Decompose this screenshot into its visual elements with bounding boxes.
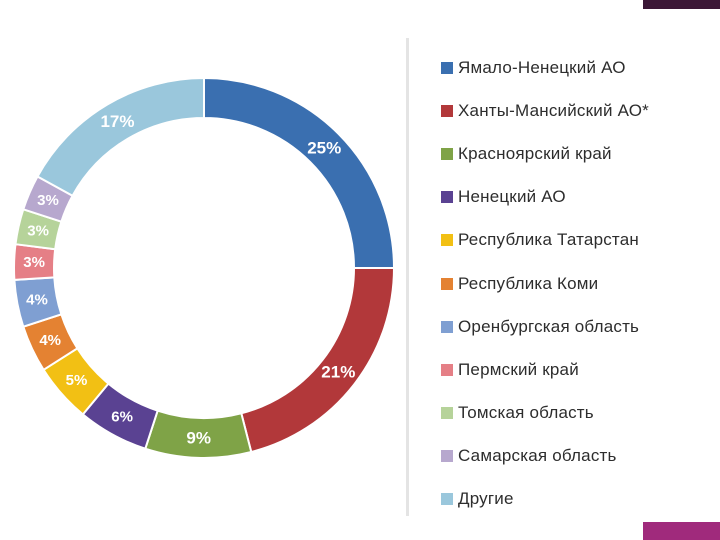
slice-data-label: 3% <box>37 192 59 209</box>
legend-item: Ненецкий АО <box>441 176 649 219</box>
legend-item: Пермский край <box>441 348 649 391</box>
legend-label: Ненецкий АО <box>458 187 566 207</box>
legend-swatch <box>441 104 453 117</box>
slice-data-label: 9% <box>186 428 211 447</box>
legend-item: Другие <box>441 478 649 521</box>
legend-label: Другие <box>458 489 514 509</box>
legend-swatch <box>441 320 453 333</box>
legend-item: Республика Коми <box>441 262 649 305</box>
corner-accent-top <box>643 0 720 9</box>
legend-label: Самарская область <box>458 446 617 466</box>
legend-item: Ханты-Мансийский АО* <box>441 89 649 132</box>
legend-item: Самарская область <box>441 435 649 478</box>
legend-swatch <box>441 147 453 160</box>
corner-accent-bottom <box>643 522 720 540</box>
slice-data-label: 4% <box>39 332 61 349</box>
slice-data-label: 3% <box>27 222 49 239</box>
legend-label: Красноярский край <box>458 143 612 163</box>
slice-data-label: 17% <box>100 112 134 131</box>
legend-swatch <box>441 363 453 376</box>
legend-swatch <box>441 191 453 204</box>
donut-slice <box>203 76 396 269</box>
donut-chart: 25% 21% 9% 6% 5% 4% 4% 3% 3% 3% 17% <box>13 76 396 459</box>
slice-data-label: 5% <box>66 372 88 389</box>
legend-item: Красноярский край <box>441 132 649 175</box>
legend-label: Оренбургская область <box>458 316 640 336</box>
slice-data-label: 6% <box>111 408 133 425</box>
slice-data-label: 4% <box>26 291 48 308</box>
legend-label: Ямало-Ненецкий АО <box>458 57 626 77</box>
legend-label: Ханты-Мансийский АО* <box>458 100 649 120</box>
legend-label: Республика Коми <box>458 273 599 293</box>
legend-label: Томская область <box>458 403 594 423</box>
legend-item: Республика Татарстан <box>441 219 649 262</box>
legend-item: Томская область <box>441 392 649 435</box>
legend-item: Оренбургская область <box>441 305 649 348</box>
divider-line <box>406 38 409 516</box>
slice-data-label: 3% <box>23 254 45 271</box>
legend-swatch <box>441 493 453 506</box>
legend-swatch <box>441 277 453 290</box>
donut-slice <box>240 267 396 454</box>
legend-swatch <box>441 234 453 247</box>
legend-item: Ямало-Ненецкий АО <box>441 46 649 89</box>
legend-swatch <box>441 61 453 74</box>
donut-slice <box>36 76 205 198</box>
slice-data-label: 25% <box>307 138 341 157</box>
legend-swatch <box>441 407 453 420</box>
legend-swatch <box>441 450 453 463</box>
slice-data-label: 21% <box>321 363 355 382</box>
legend-label: Республика Татарстан <box>458 230 639 250</box>
legend-label: Пермский край <box>458 359 579 379</box>
chart-legend: Ямало-Ненецкий АО Ханты-Мансийский АО* Кра… <box>441 46 649 521</box>
